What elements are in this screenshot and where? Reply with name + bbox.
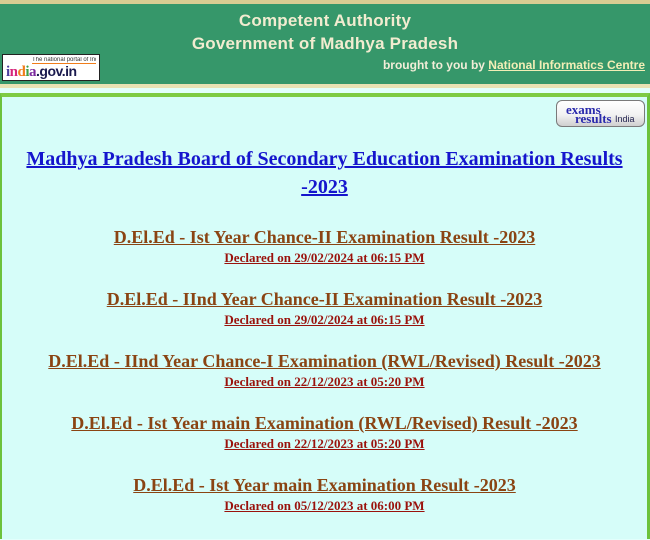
header-title-government: Government of Madhya Pradesh <box>191 34 459 53</box>
declared-date: Declared on 29/02/2024 at 06:15 PM <box>224 312 425 327</box>
page-title: Madhya Pradesh Board of Secondary Educat… <box>26 148 623 198</box>
declared-date: Declared on 22/12/2023 at 05:20 PM <box>224 374 425 389</box>
exams-results-india-logo[interactable]: exams results India <box>556 100 645 127</box>
nic-link[interactable]: National Informatics Centre <box>488 58 645 72</box>
exams-badge-word-exams: exams <box>566 102 601 117</box>
result-link-deled-1st-year-main-rwl[interactable]: D.El.Ed - Ist Year main Examination (RWL… <box>71 413 578 433</box>
declared-date: Declared on 29/02/2024 at 06:15 PM <box>224 250 425 265</box>
brought-to-you-by-text: brought to you by <box>382 58 489 72</box>
site-header: Competent Authority Government of Madhya… <box>0 0 650 88</box>
result-item: D.El.Ed - Ist Year main Examination Resu… <box>2 473 647 514</box>
result-link-deled-1st-year-chance2[interactable]: D.El.Ed - Ist Year Chance-II Examination… <box>113 227 536 247</box>
india-letter: n <box>9 64 18 80</box>
india-letter: i <box>25 64 30 80</box>
header-title-authority: Competent Authority <box>238 11 412 30</box>
nic-credit-line: brought to you by National Informatics C… <box>383 58 645 72</box>
india-logo-suffix: .gov.in <box>36 63 77 79</box>
result-link-deled-2nd-year-chance1-rwl[interactable]: D.El.Ed - IInd Year Chance-I Examination… <box>48 351 601 371</box>
result-link-deled-2nd-year-chance2[interactable]: D.El.Ed - IInd Year Chance-II Examinatio… <box>106 289 543 309</box>
declared-date: Declared on 22/12/2023 at 05:20 PM <box>224 436 425 451</box>
result-item: D.El.Ed - Ist Year main Examination (RWL… <box>2 411 647 452</box>
india-logo-tagline: The national portal of India <box>32 57 96 64</box>
india-gov-logo[interactable]: The national portal of India india.gov.i… <box>2 54 100 81</box>
declared-date: Declared on 05/12/2023 at 06:00 PM <box>224 498 425 513</box>
exams-badge-word-results: results <box>575 111 612 126</box>
result-item: D.El.Ed - IInd Year Chance-II Examinatio… <box>2 287 647 328</box>
result-item: D.El.Ed - IInd Year Chance-I Examination… <box>2 349 647 390</box>
exams-badge-country: India <box>615 114 635 124</box>
india-letter: i <box>6 64 10 80</box>
india-letter: a <box>29 64 37 80</box>
header-titles: Competent Authority Government of Madhya… <box>0 4 650 55</box>
india-letter: d <box>17 64 26 80</box>
results-content-panel: exams results India Madhya Pradesh Board… <box>0 93 650 539</box>
result-item: D.El.Ed - Ist Year Chance-II Examination… <box>2 225 647 266</box>
india-logo-wordmark: india.gov.in <box>6 64 77 80</box>
result-link-deled-1st-year-main[interactable]: D.El.Ed - Ist Year main Examination Resu… <box>133 475 516 495</box>
